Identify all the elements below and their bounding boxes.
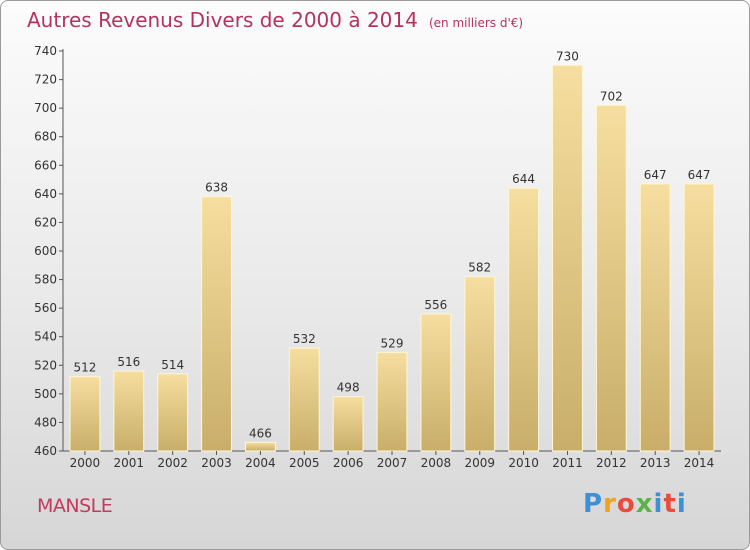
x-tick-label: 2005 [289,456,320,470]
data-label: 638 [205,181,228,195]
x-tick-label: 2011 [552,456,583,470]
logo-letter: i [676,489,687,519]
data-label: 514 [161,358,184,372]
data-label: 556 [424,298,447,312]
chart-subtitle: (en milliers d'€) [428,16,524,30]
data-label: 644 [512,172,535,186]
x-tick-label: 2006 [333,456,364,470]
data-label: 512 [73,361,96,375]
y-tick-label: 580 [34,273,57,287]
y-tick-label: 680 [34,130,57,144]
x-tick-label: 2002 [157,456,188,470]
data-label: 532 [293,332,316,346]
bar [244,441,276,452]
chart-title-block: Autres Revenus Divers de 2000 à 2014 (en… [27,8,523,32]
y-tick-label: 520 [34,358,57,372]
x-tick-label: 2000 [70,456,101,470]
chart-title: Autres Revenus Divers de 2000 à 2014 [27,8,418,32]
data-label: 466 [249,426,272,440]
x-tick-label: 2013 [640,456,671,470]
y-tick-label: 720 [34,73,57,87]
bar [683,183,715,452]
bar [464,276,496,452]
bar [552,64,583,452]
data-label: 730 [556,49,579,63]
data-label: 529 [381,336,404,350]
data-label: 516 [117,355,140,369]
x-tick-label: 2012 [596,456,627,470]
bar [113,370,145,452]
bar [420,313,452,452]
data-label: 582 [468,261,491,275]
x-tick-label: 2004 [245,456,276,470]
x-tick-label: 2001 [114,456,145,470]
y-tick-label: 500 [34,387,57,401]
logo-letter: x [635,489,654,519]
y-tick-label: 480 [34,415,57,429]
x-tick-label: 2007 [377,456,408,470]
y-tick-label: 540 [34,330,57,344]
bar [201,196,232,452]
y-tick-label: 660 [34,158,57,172]
logo-letter: t [663,489,677,519]
x-tick-label: 2008 [421,456,452,470]
x-tick-label: 2010 [508,456,539,470]
bar [332,396,364,452]
y-tick-label: 460 [34,444,57,458]
city-name: MANSLE [37,495,113,517]
bar [288,347,320,452]
y-tick-label: 620 [34,215,57,229]
y-tick-label: 640 [34,187,57,201]
data-label: 647 [688,168,711,182]
y-tick-label: 600 [34,244,57,258]
bar [595,104,627,452]
proxiti-logo[interactable]: Proxiti [583,489,687,519]
logo-letter: r [603,489,617,519]
bar [508,187,540,452]
x-tick-label: 2003 [201,456,232,470]
y-tick-label: 560 [34,301,57,315]
bar [376,351,408,452]
bar [639,183,671,452]
x-tick-label: 2014 [684,456,715,470]
y-tick-label: 740 [34,44,57,58]
bar [157,373,189,452]
data-label: 498 [337,381,360,395]
logo-letter: o [616,489,636,519]
bar [69,376,101,452]
y-tick-label: 700 [34,101,57,115]
logo-letter: i [653,489,664,519]
data-label: 647 [644,168,667,182]
data-label: 702 [600,89,623,103]
x-tick-label: 2009 [464,456,495,470]
logo-letter: P [583,489,604,519]
